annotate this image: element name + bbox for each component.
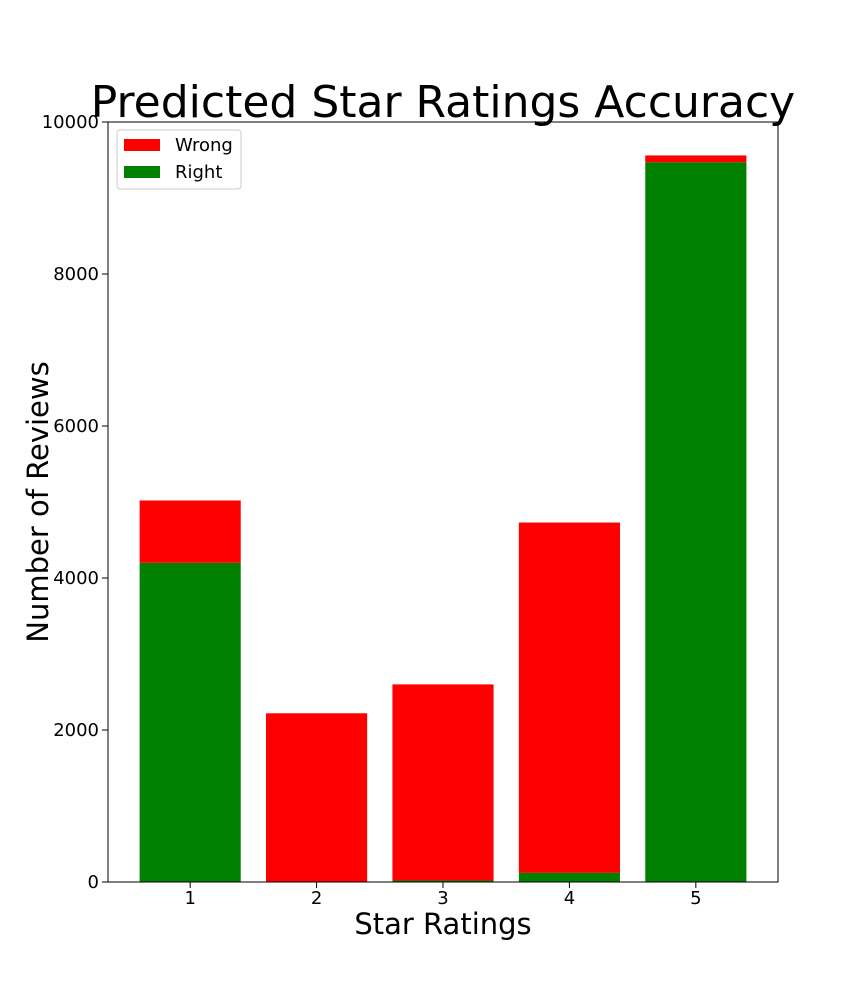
y-tick-label: 10000 [42, 112, 99, 133]
x-tick-label: 1 [184, 888, 195, 909]
bar-wrong-3 [392, 684, 494, 881]
y-axis-label: Number of Reviews [21, 361, 55, 642]
legend: Wrong Right [116, 129, 242, 190]
bars-group [139, 155, 747, 882]
legend-swatch-right [124, 166, 160, 178]
y-axis-ticks: 0 2000 4000 6000 8000 10000 [42, 112, 108, 893]
x-tick-label: 3 [437, 888, 448, 909]
x-tick-label: 5 [690, 888, 701, 909]
legend-swatch-wrong [124, 139, 160, 151]
bar-right-5 [645, 162, 747, 882]
bar-right-1 [139, 562, 241, 882]
y-tick-label: 2000 [53, 720, 99, 741]
bar-right-4 [518, 872, 620, 882]
x-axis-ticks: 1 2 3 4 5 [184, 882, 702, 909]
y-tick-label: 6000 [53, 416, 99, 437]
bar-wrong-2 [266, 713, 368, 882]
legend-label-wrong: Wrong [175, 135, 233, 156]
y-tick-label: 0 [88, 872, 99, 893]
x-tick-label: 4 [564, 888, 575, 909]
y-tick-label: 8000 [53, 264, 99, 285]
bar-right-3 [392, 880, 494, 882]
legend-label-right: Right [175, 162, 222, 183]
bar-wrong-4 [518, 522, 620, 873]
x-tick-label: 2 [311, 888, 322, 909]
bar-wrong-1 [139, 500, 241, 563]
chart-title: Predicted Star Ratings Accuracy [91, 77, 795, 128]
x-axis-label: Star Ratings [354, 907, 531, 941]
y-tick-label: 4000 [53, 568, 99, 589]
bar-wrong-5 [645, 155, 747, 163]
